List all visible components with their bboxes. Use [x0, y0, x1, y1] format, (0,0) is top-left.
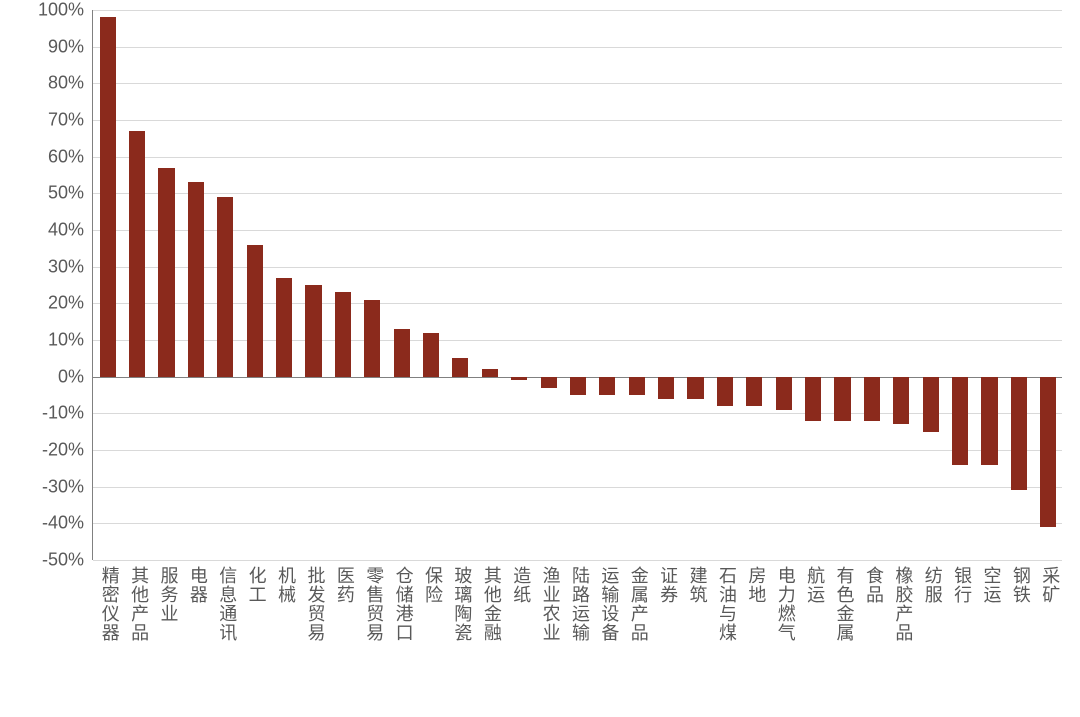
- bar: [541, 377, 557, 388]
- y-axis-labels: 100% 90% 80% 70% 60% 50% 40% 30% 20% 10% 0% -10% -20…: [0, 0, 92, 560]
- bar: [834, 377, 850, 421]
- y-tick-label: 40%: [48, 220, 84, 241]
- bar: [394, 329, 410, 377]
- x-tick-label: 有色金属: [832, 566, 858, 642]
- x-tick-label: 服务业: [155, 566, 181, 623]
- y-tick-label: 90%: [48, 36, 84, 57]
- bar: [570, 377, 586, 395]
- y-tick-label: -20%: [42, 440, 84, 461]
- bar: [305, 285, 321, 377]
- x-tick-label: 证券: [655, 566, 681, 604]
- bar: [335, 292, 351, 376]
- y-tick-label: 80%: [48, 73, 84, 94]
- bar: [923, 377, 939, 432]
- y-tick-label: 100%: [38, 0, 84, 21]
- bar: [423, 333, 439, 377]
- bar: [482, 369, 498, 376]
- x-tick-label: 建筑: [685, 566, 711, 604]
- bar: [981, 377, 997, 465]
- bar: [1011, 377, 1027, 491]
- x-tick-label: 运输设备: [596, 566, 622, 642]
- bar: [864, 377, 880, 421]
- x-tick-label: 银行: [949, 566, 975, 604]
- bar: [893, 377, 909, 425]
- bar: [247, 245, 263, 377]
- y-tick-label: 0%: [58, 366, 84, 387]
- x-tick-label: 零售贸易: [361, 566, 387, 642]
- x-tick-label: 其他产品: [126, 566, 152, 642]
- y-tick-label: 10%: [48, 330, 84, 351]
- bar: [364, 300, 380, 377]
- y-tick-label: 20%: [48, 293, 84, 314]
- x-tick-label: 纺服: [920, 566, 946, 604]
- x-tick-label: 仓储港口: [391, 566, 417, 642]
- bar: [658, 377, 674, 399]
- bar: [158, 168, 174, 377]
- x-tick-label: 批发贸易: [302, 566, 328, 642]
- x-tick-label: 金属产品: [626, 566, 652, 642]
- x-tick-label: 保险: [420, 566, 446, 604]
- bar: [100, 17, 116, 376]
- y-tick-label: 70%: [48, 110, 84, 131]
- x-tick-label: 陆路运输: [567, 566, 593, 642]
- x-tick-label: 空运: [979, 566, 1005, 604]
- bar: [952, 377, 968, 465]
- bar: [452, 358, 468, 376]
- x-tick-label: 玻璃陶瓷: [449, 566, 475, 642]
- bar: [805, 377, 821, 421]
- y-tick-label: 30%: [48, 256, 84, 277]
- y-tick-label: 50%: [48, 183, 84, 204]
- plot-area: [92, 10, 1062, 560]
- y-tick-label: 60%: [48, 146, 84, 167]
- x-tick-label: 其他金融: [479, 566, 505, 642]
- x-tick-label: 造纸: [508, 566, 534, 604]
- bar: [599, 377, 615, 395]
- gridline: [93, 560, 1062, 561]
- x-tick-label: 橡胶产品: [890, 566, 916, 642]
- x-tick-label: 医药: [332, 566, 358, 604]
- x-tick-label: 渔业农业: [538, 566, 564, 642]
- bar: [776, 377, 792, 410]
- x-tick-label: 房地: [743, 566, 769, 604]
- x-tick-label: 信息通讯: [214, 566, 240, 642]
- bar: [511, 377, 527, 381]
- x-tick-label: 钢铁: [1008, 566, 1034, 604]
- x-tick-label: 航运: [802, 566, 828, 604]
- x-tick-label: 化工: [244, 566, 270, 604]
- bar: [276, 278, 292, 377]
- x-tick-label: 电力燃气: [773, 566, 799, 642]
- x-tick-label: 采矿: [1037, 566, 1063, 604]
- y-tick-label: -10%: [42, 403, 84, 424]
- bar: [629, 377, 645, 395]
- y-tick-label: -30%: [42, 476, 84, 497]
- x-tick-label: 精密仪器: [97, 566, 123, 642]
- bars-layer: [93, 10, 1062, 560]
- y-tick-label: -50%: [42, 550, 84, 571]
- bar: [1040, 377, 1056, 527]
- bar: [129, 131, 145, 377]
- y-tick-label: -40%: [42, 513, 84, 534]
- x-tick-label: 石油与煤: [714, 566, 740, 642]
- bar: [717, 377, 733, 406]
- x-tick-label: 食品: [861, 566, 887, 604]
- x-tick-label: 电器: [185, 566, 211, 604]
- x-axis-labels: 精密仪器其他产品服务业电器信息通讯化工机械批发贸易医药零售贸易仓储港口保险玻璃陶…: [92, 566, 1062, 711]
- bar: [746, 377, 762, 406]
- bar: [217, 197, 233, 377]
- x-tick-label: 机械: [273, 566, 299, 604]
- bar: [687, 377, 703, 399]
- bar-chart: 100% 90% 80% 70% 60% 50% 40% 30% 20% 10% 0% -10% -20…: [0, 0, 1080, 717]
- bar: [188, 182, 204, 376]
